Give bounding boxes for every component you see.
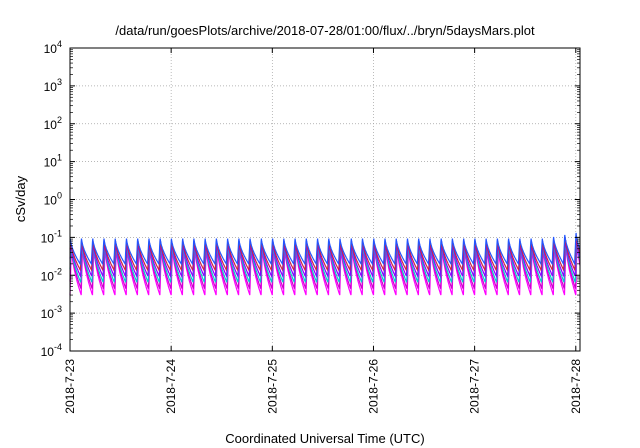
series-line: [69, 238, 581, 283]
y-axis: 10-4 10-3 10-2 10-1 100 101 102 103 104: [41, 39, 580, 359]
x-tick-label: 2018-7-28: [569, 359, 583, 414]
y-tick-label: 102: [44, 115, 62, 132]
y-tick-label: 103: [44, 77, 62, 94]
series-group: [69, 232, 581, 296]
y-tick-label: 100: [44, 191, 62, 208]
x-tick-label: 2018-7-26: [366, 359, 380, 414]
y-tick-label: 10-3: [41, 304, 62, 321]
series-line: [69, 232, 581, 267]
y-tick-label: 10-4: [41, 342, 62, 359]
series-line: [69, 237, 581, 289]
x-tick-label: 2018-7-24: [164, 359, 178, 414]
y-tick-label: 10-2: [41, 266, 62, 283]
x-axis: 2018-7-23 2018-7-24 2018-7-25 2018-7-26 2018…: [63, 48, 583, 414]
x-axis-label: Coordinated Universal Time (UTC): [225, 431, 424, 446]
y-tick-label: 104: [44, 39, 62, 56]
y-axis-label: cSv/day: [13, 175, 28, 222]
grid: [70, 48, 580, 351]
chart-title: /data/run/goesPlots/archive/2018-07-28/0…: [115, 23, 535, 38]
y-tick-label: 10-1: [41, 228, 62, 245]
x-tick-label: 2018-7-27: [468, 359, 482, 414]
x-tick-label: 2018-7-25: [265, 359, 279, 414]
y-tick-label: 101: [44, 153, 62, 170]
series-line: [69, 242, 581, 296]
series-line: [69, 235, 581, 272]
series-line: [69, 237, 581, 279]
x-tick-label: 2018-7-23: [63, 359, 77, 414]
